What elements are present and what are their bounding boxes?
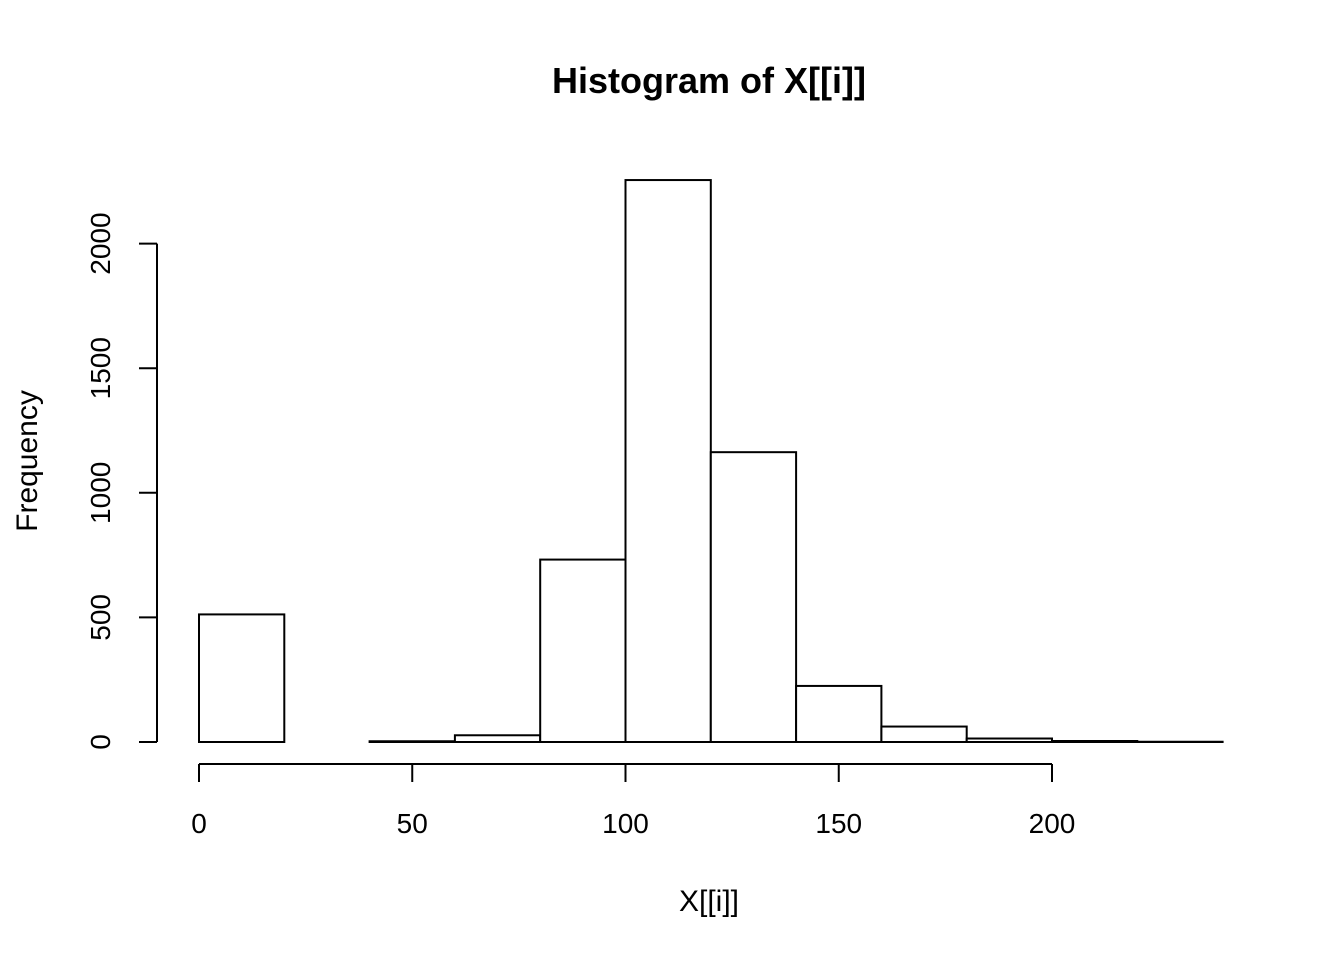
x-tick-label: 50 <box>397 808 428 839</box>
histogram-bar-7 <box>795 684 883 743</box>
histogram-bar-9 <box>965 737 1054 744</box>
histogram-bar-5 <box>624 179 712 743</box>
histogram-bar-2 <box>368 740 456 743</box>
y-axis: 0 500 1000 1500 2000 <box>85 212 158 750</box>
histogram-bar-8 <box>880 725 968 744</box>
y-tick-label: 500 <box>85 594 116 641</box>
y-tick-label: 2000 <box>85 212 116 274</box>
bars-group <box>198 179 1224 744</box>
histogram-bar-10 <box>1051 740 1139 743</box>
x-tick-label: 100 <box>602 808 649 839</box>
histogram-bar-0 <box>198 613 286 744</box>
chart-title: Histogram of X[[i]] <box>552 60 866 101</box>
x-tick-label: 150 <box>815 808 862 839</box>
histogram-bar-4 <box>539 558 627 743</box>
y-tick-label: 1000 <box>85 462 116 524</box>
x-axis-label: X[[i]] <box>679 885 739 918</box>
y-tick-label: 0 <box>85 734 116 750</box>
histogram-bar-3 <box>453 734 542 744</box>
x-tick-label: 200 <box>1029 808 1076 839</box>
y-axis-label: Frequency <box>11 390 44 532</box>
histogram-bar-6 <box>709 451 798 743</box>
y-tick-label: 1500 <box>85 337 116 399</box>
x-tick-label: 0 <box>191 808 207 839</box>
x-axis: 0 50 100 150 200 <box>191 763 1076 839</box>
